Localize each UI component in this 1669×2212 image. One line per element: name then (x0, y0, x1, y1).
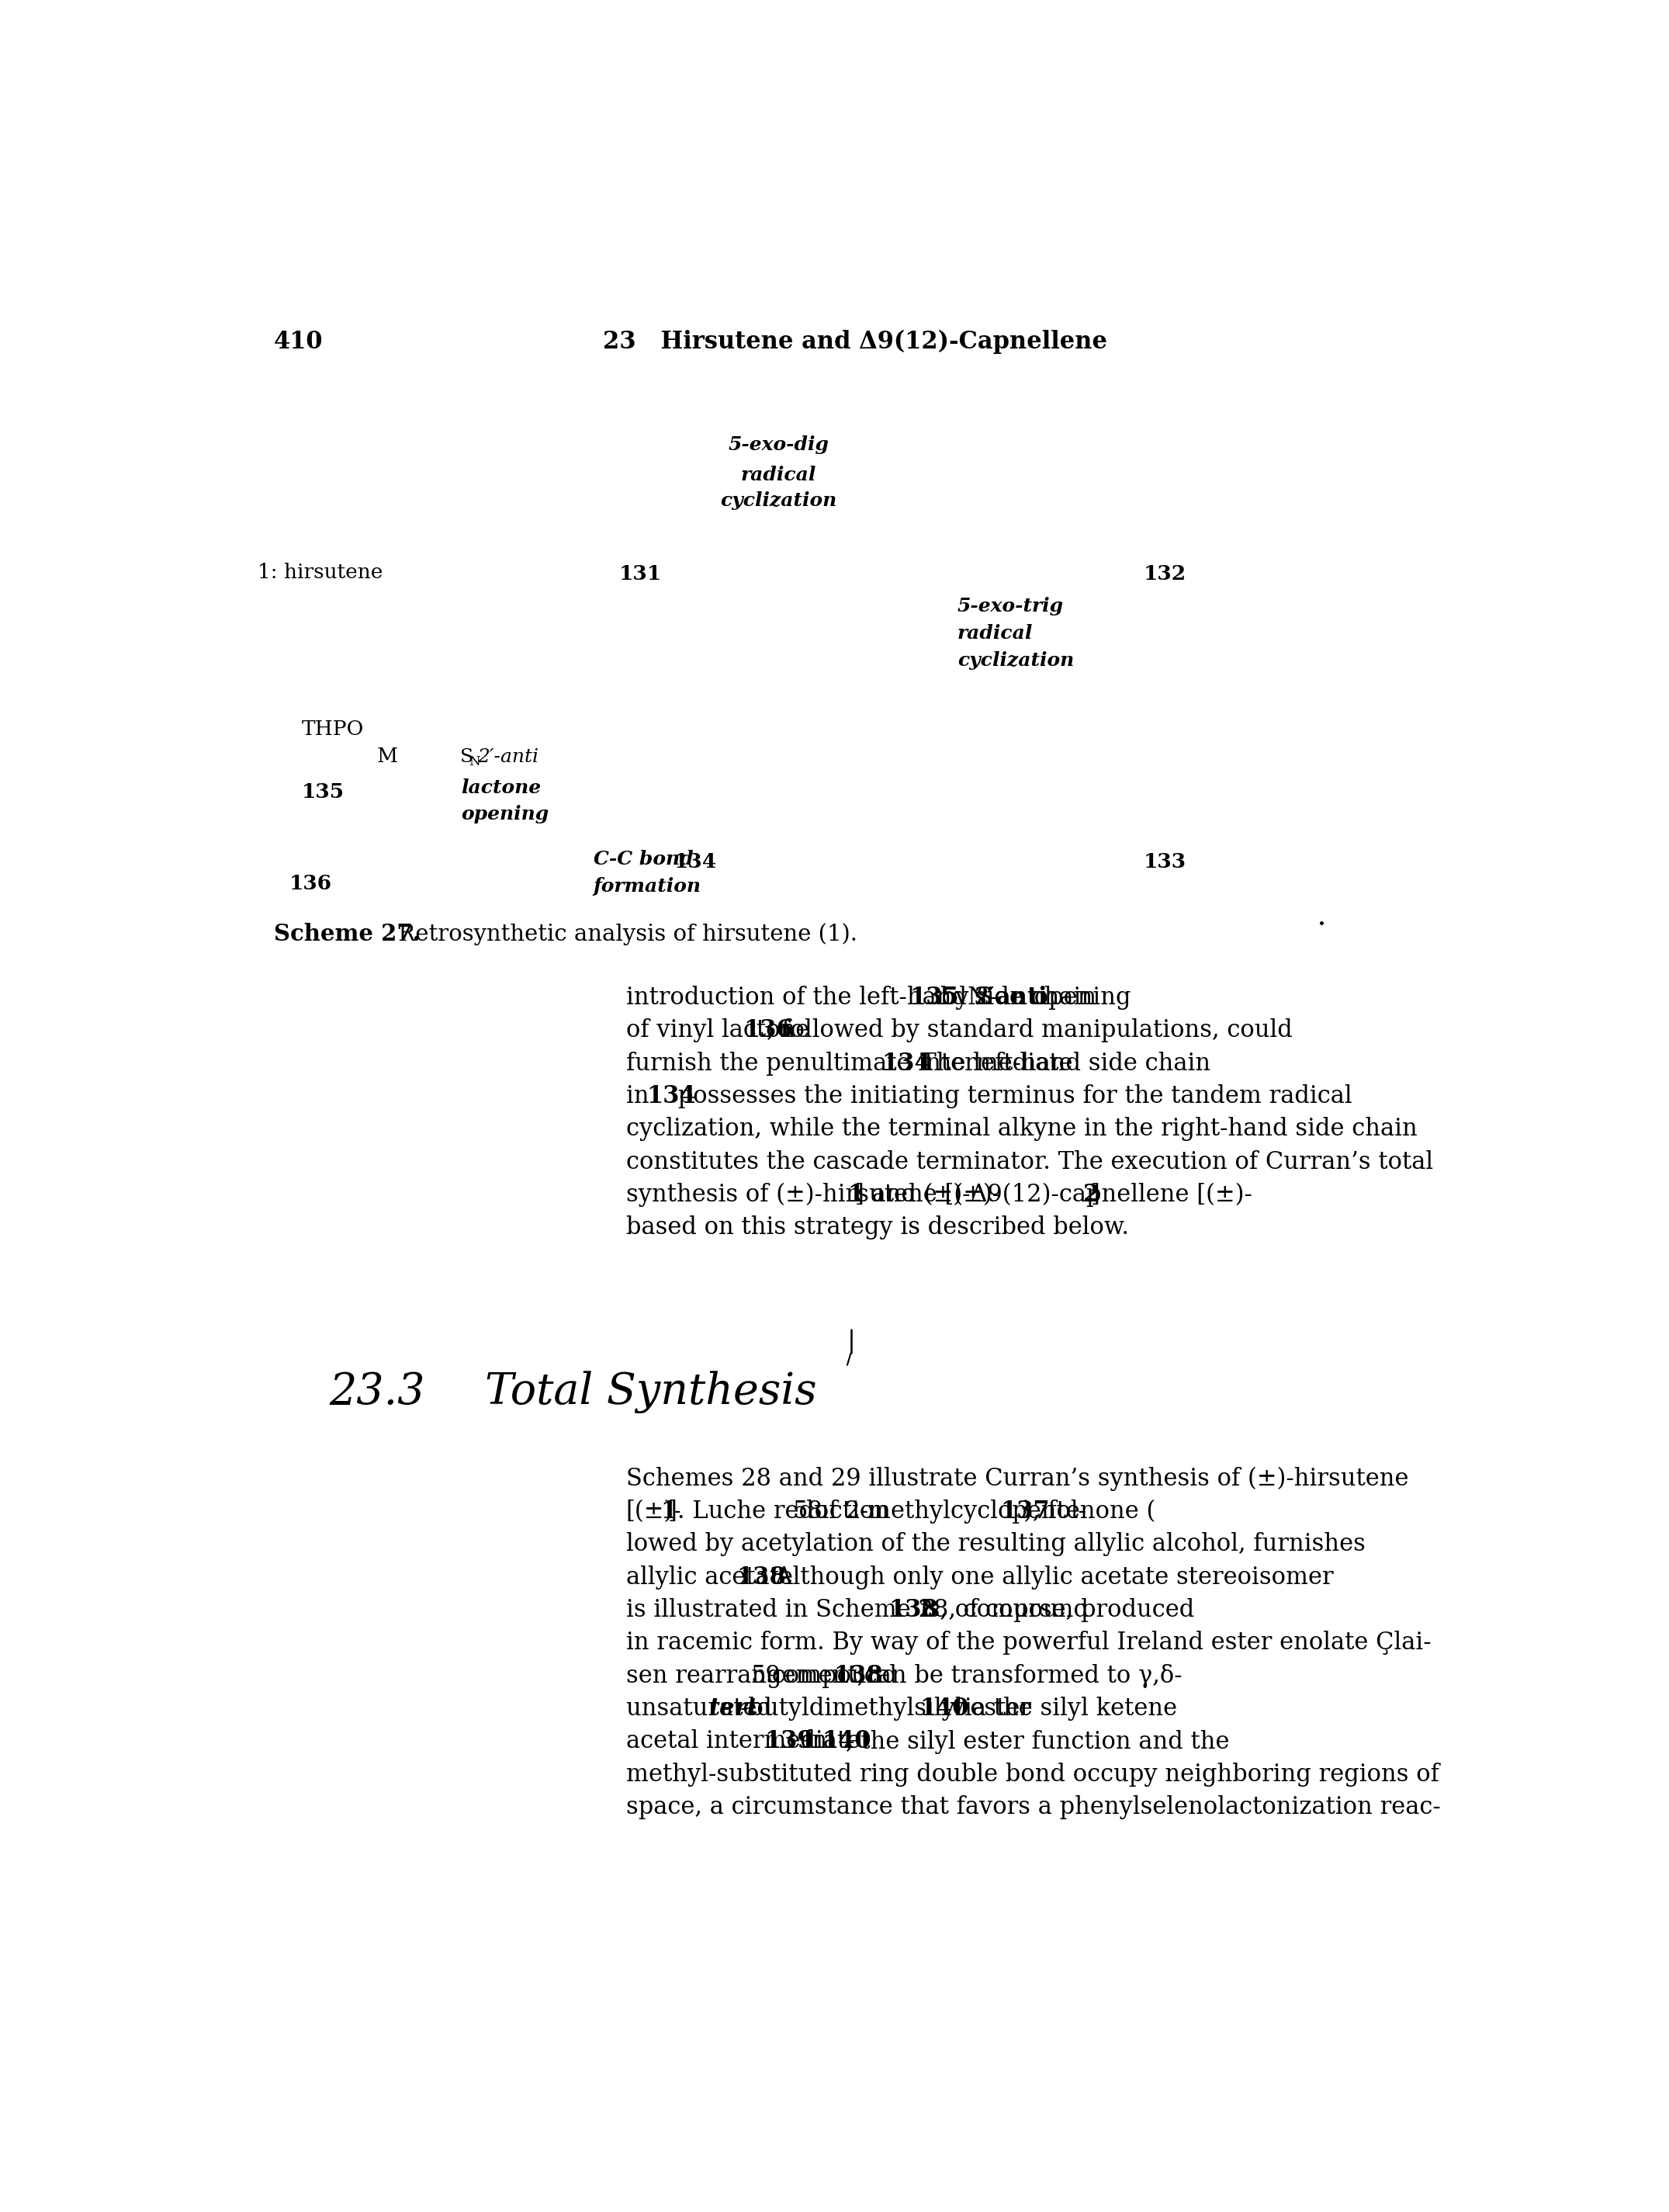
Text: 138: 138 (736, 1566, 786, 1590)
Text: space, a circumstance that favors a phenylselenolactonization reac-: space, a circumstance that favors a phen… (626, 1796, 1440, 1820)
Text: C-C bond: C-C bond (594, 849, 693, 869)
Text: 132: 132 (1143, 564, 1187, 584)
Text: 410: 410 (274, 330, 322, 354)
Text: ] and (±)-Δ9(12)-capnellene [(±)-: ] and (±)-Δ9(12)-capnellene [(±)- (855, 1183, 1252, 1208)
Text: 140: 140 (920, 1697, 970, 1721)
Text: introduction of the left-hand side chain: introduction of the left-hand side chain (626, 987, 1103, 1009)
Text: 140: 140 (823, 1730, 871, 1754)
Text: by S: by S (933, 987, 993, 1009)
Text: Scheme 27.: Scheme 27. (274, 922, 421, 945)
Text: methyl-substituted ring double bond occupy neighboring regions of: methyl-substituted ring double bond occu… (626, 1763, 1439, 1787)
Text: opening: opening (461, 805, 549, 823)
Text: radical: radical (741, 467, 816, 484)
Text: 23.3: 23.3 (329, 1371, 424, 1413)
Text: 137: 137 (1000, 1500, 1050, 1524)
Text: 2′: 2′ (975, 987, 995, 1009)
Text: 136: 136 (289, 874, 332, 894)
Text: 59: 59 (751, 1663, 781, 1688)
Text: possesses the initiating terminus for the tandem radical: possesses the initiating terminus for th… (671, 1084, 1352, 1108)
Text: . The left-hand side chain: . The left-hand side chain (905, 1051, 1210, 1075)
Text: , the silyl ester function and the: , the silyl ester function and the (846, 1730, 1230, 1754)
Text: ]. Luche reduction: ]. Luche reduction (668, 1500, 890, 1524)
Text: Retrosynthetic analysis of hirsutene (1).: Retrosynthetic analysis of hirsutene (1)… (391, 922, 858, 945)
Text: 134: 134 (881, 1051, 931, 1075)
Text: can be transformed to γ,δ-: can be transformed to γ,δ- (856, 1663, 1182, 1688)
Text: in racemic form. By way of the powerful Ireland ester enolate Çlai-: in racemic form. By way of the powerful … (626, 1630, 1430, 1655)
Text: 138: 138 (833, 1663, 883, 1688)
Text: N: N (469, 757, 479, 770)
Text: allylic acetate: allylic acetate (626, 1566, 801, 1590)
Text: 134: 134 (674, 852, 718, 872)
Text: 134: 134 (646, 1084, 696, 1108)
Text: tert: tert (709, 1697, 758, 1721)
Text: constitutes the cascade terminator. The execution of Curran’s total: constitutes the cascade terminator. The … (626, 1150, 1434, 1175)
Text: 139: 139 (764, 1730, 813, 1754)
Text: 131: 131 (619, 564, 663, 584)
Text: furnish the penultimate intermediate: furnish the penultimate intermediate (626, 1051, 1080, 1075)
Text: 2: 2 (1083, 1183, 1100, 1208)
Text: Total Synthesis: Total Synthesis (486, 1371, 818, 1413)
Text: unsaturated: unsaturated (626, 1697, 779, 1721)
Text: 1: 1 (661, 1500, 678, 1524)
Text: 138: 138 (888, 1597, 938, 1621)
Text: M: M (377, 745, 397, 765)
Text: via the silyl ketene: via the silyl ketene (943, 1697, 1177, 1721)
Text: cyclization: cyclization (721, 491, 836, 511)
Text: 23   Hirsutene and Δ9(12)-Capnellene: 23 Hirsutene and Δ9(12)-Capnellene (603, 330, 1108, 354)
Text: 133: 133 (1143, 852, 1187, 872)
Text: formation: formation (594, 876, 701, 896)
Text: ]: ] (1092, 1183, 1100, 1208)
Text: opening: opening (1026, 987, 1132, 1009)
Text: S: S (461, 748, 474, 765)
Text: 1: 1 (848, 1183, 863, 1208)
Text: 58: 58 (793, 1500, 823, 1524)
Text: , followed by standard manipulations, could: , followed by standard manipulations, co… (768, 1018, 1293, 1042)
Text: is illustrated in Scheme 28, compound: is illustrated in Scheme 28, compound (626, 1597, 1097, 1621)
Text: is, of course, produced: is, of course, produced (913, 1597, 1193, 1621)
Text: Schemes 28 and 29 illustrate Curran’s synthesis of (±)-hirsutene: Schemes 28 and 29 illustrate Curran’s sy… (626, 1467, 1409, 1491)
Text: acetal intermediate: acetal intermediate (626, 1730, 868, 1754)
Text: . Although only one allylic acetate stereoisomer: . Although only one allylic acetate ster… (759, 1566, 1334, 1590)
Text: sen rearrangement,: sen rearrangement, (626, 1663, 865, 1688)
Text: synthesis of (±)-hirsutene [(±)-: synthesis of (±)-hirsutene [(±)- (626, 1183, 1000, 1208)
Text: cyclization: cyclization (958, 650, 1073, 670)
Text: 135: 135 (302, 783, 344, 801)
Text: 1: hirsutene: 1: hirsutene (257, 564, 382, 582)
Text: -butyldimethylsilyl ester: -butyldimethylsilyl ester (741, 1697, 1038, 1721)
Text: N: N (968, 987, 988, 1009)
Text: 135: 135 (910, 987, 960, 1009)
Text: 136: 136 (743, 1018, 793, 1042)
Text: anti: anti (995, 987, 1048, 1009)
Text: . In: . In (788, 1730, 834, 1754)
Text: cyclization, while the terminal alkyne in the right-hand side chain: cyclization, while the terminal alkyne i… (626, 1117, 1417, 1141)
Text: 2′-anti: 2′-anti (477, 748, 539, 765)
Text: 5-exo-dig: 5-exo-dig (728, 436, 829, 453)
Text: 5-exo-trig: 5-exo-trig (958, 597, 1063, 615)
Text: lowed by acetylation of the resulting allylic alcohol, furnishes: lowed by acetylation of the resulting al… (626, 1533, 1365, 1557)
Text: lactone: lactone (461, 779, 541, 796)
Text: in: in (626, 1084, 656, 1108)
Text: radical: radical (958, 624, 1033, 644)
Text: based on this strategy is described below.: based on this strategy is described belo… (626, 1217, 1128, 1239)
Text: THPO: THPO (302, 719, 364, 739)
Text: ), fol-: ), fol- (1023, 1500, 1087, 1524)
Text: compound: compound (764, 1663, 905, 1688)
Text: of 2-methylcyclopentenone (: of 2-methylcyclopentenone ( (806, 1500, 1155, 1524)
Text: -: - (988, 987, 996, 1009)
Text: of vinyl lactone: of vinyl lactone (626, 1018, 816, 1042)
Text: [(±)-: [(±)- (626, 1500, 681, 1524)
